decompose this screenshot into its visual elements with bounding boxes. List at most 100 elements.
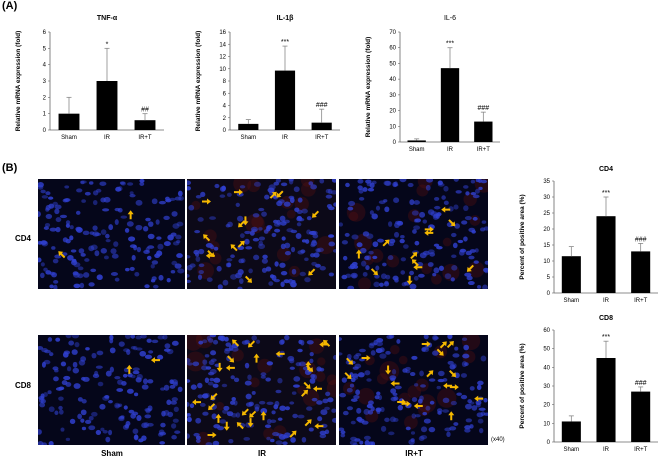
nucleus xyxy=(248,268,253,274)
nucleus xyxy=(410,431,416,435)
nucleus xyxy=(368,250,374,255)
micrograph-texture xyxy=(187,179,336,289)
nucleus xyxy=(372,241,379,248)
y-tick-label: 14 xyxy=(219,42,226,48)
nucleus xyxy=(478,407,486,411)
y-axis-label: Percent of positive area (%) xyxy=(519,343,526,428)
panel-label-a: (A) xyxy=(2,0,18,12)
nucleus xyxy=(427,262,434,267)
arrow-marker xyxy=(210,392,218,400)
nucleus xyxy=(200,402,206,407)
arrow-marker xyxy=(127,210,134,220)
nucleus xyxy=(308,427,314,432)
arrow-shape xyxy=(370,268,378,276)
y-tick-label: 12 xyxy=(219,55,226,61)
nucleus xyxy=(252,213,260,218)
nucleus xyxy=(350,420,356,425)
nucleus xyxy=(211,413,217,420)
micrograph-cd4-sham xyxy=(38,179,185,289)
red-stain xyxy=(442,237,452,247)
y-axis-label: Relative mRNA expression (fold) xyxy=(195,31,202,132)
nucleus xyxy=(371,180,377,185)
bar-irt xyxy=(631,251,651,293)
nucleus xyxy=(289,358,295,364)
nucleus xyxy=(464,215,472,221)
arrow-shape xyxy=(361,355,371,362)
bar-sham xyxy=(561,256,581,293)
nucleus xyxy=(304,257,309,262)
red-stain xyxy=(251,215,264,229)
nucleus xyxy=(53,376,59,382)
nucleus xyxy=(298,339,303,345)
y-tick-label: 30 xyxy=(389,93,396,99)
nucleus xyxy=(293,376,301,382)
nucleus xyxy=(465,418,473,423)
nucleus xyxy=(274,400,280,407)
nucleus xyxy=(339,392,347,398)
nucleus xyxy=(296,222,302,227)
nucleus xyxy=(331,417,336,423)
nucleus xyxy=(171,340,179,346)
nucleus xyxy=(226,192,232,197)
nucleus xyxy=(482,284,488,289)
chart-title: CD8 xyxy=(599,315,613,322)
nucleus xyxy=(401,282,407,287)
nucleus xyxy=(375,407,382,412)
nucleus xyxy=(187,255,191,259)
arrow-shape xyxy=(424,229,434,236)
arrow-shape xyxy=(201,198,211,205)
arrow-marker xyxy=(421,341,431,348)
nucleus xyxy=(41,347,48,353)
y-tick-label: 20 xyxy=(543,227,550,233)
nucleus xyxy=(187,413,191,417)
nucleus xyxy=(202,359,208,365)
nucleus xyxy=(132,367,140,372)
nucleus xyxy=(163,241,171,247)
arrow-marker xyxy=(253,353,260,363)
bar-sham xyxy=(58,113,80,130)
nucleus xyxy=(139,350,147,357)
arrow-marker xyxy=(126,364,133,374)
nucleus xyxy=(102,429,108,434)
arrow-shape xyxy=(410,252,418,260)
significance-mark: *** xyxy=(602,334,610,341)
nucleus xyxy=(226,411,234,417)
arrow-marker xyxy=(446,341,454,349)
nucleus xyxy=(251,335,258,341)
nucleus xyxy=(129,193,136,198)
nucleus xyxy=(384,417,390,423)
arrow-shape xyxy=(421,341,431,348)
arrow-marker xyxy=(323,339,331,347)
nucleus xyxy=(99,403,106,410)
nucleus xyxy=(316,400,323,405)
nucleus xyxy=(350,436,357,441)
nucleus xyxy=(310,184,317,190)
nucleus xyxy=(253,254,260,261)
nucleus xyxy=(38,182,44,188)
arrow-shape xyxy=(207,431,217,438)
nucleus xyxy=(49,284,54,289)
nucleus xyxy=(198,263,205,268)
nucleus xyxy=(243,436,251,441)
significance-mark: ### xyxy=(635,236,647,243)
nucleus xyxy=(236,192,244,197)
nucleus xyxy=(233,377,240,383)
nucleus xyxy=(351,234,359,240)
nucleus xyxy=(134,271,140,277)
nucleus xyxy=(396,339,401,344)
nucleus xyxy=(444,427,452,432)
nucleus xyxy=(115,186,122,192)
arrow-marker xyxy=(241,408,249,416)
nucleus xyxy=(84,258,90,262)
nucleus xyxy=(190,384,197,390)
nucleus xyxy=(476,384,482,391)
nucleus xyxy=(150,264,155,269)
nucleus xyxy=(64,185,70,189)
nucleus xyxy=(65,239,71,244)
nucleus xyxy=(102,208,110,212)
nucleus xyxy=(319,433,327,439)
nucleus xyxy=(328,241,336,247)
arrow-shape xyxy=(401,400,411,407)
nucleus xyxy=(197,274,203,280)
arrow-marker xyxy=(275,350,285,357)
